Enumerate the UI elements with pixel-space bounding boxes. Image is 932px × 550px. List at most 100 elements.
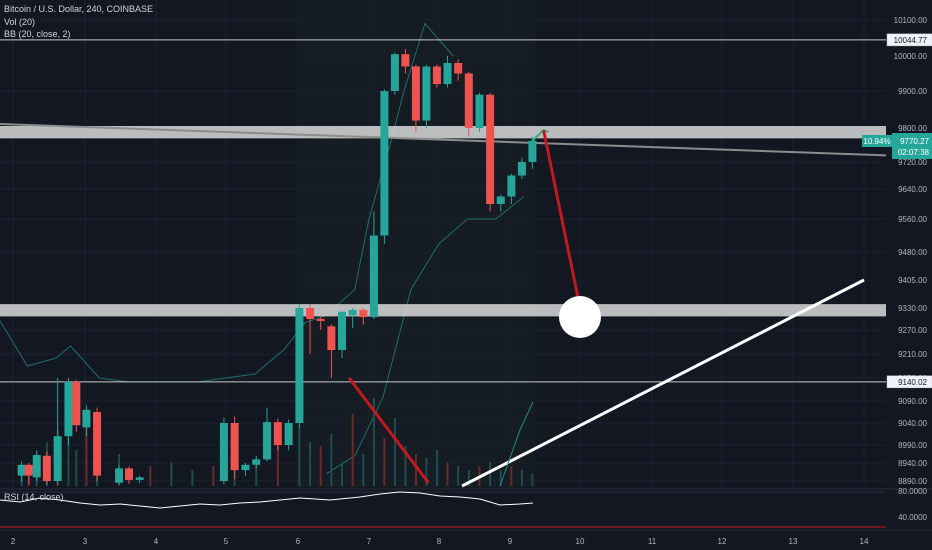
- support-resistance-zone: [0, 126, 886, 139]
- candle-body: [475, 94, 484, 128]
- price-tick-label: 9640.00: [898, 185, 927, 194]
- volume-bar: [351, 414, 354, 486]
- candle-body: [219, 423, 228, 481]
- price-tick-label: 9330.00: [898, 304, 927, 313]
- descending-trendline: [0, 123, 932, 158]
- volume-bar: [393, 418, 396, 486]
- volume-bar: [309, 442, 312, 486]
- candle-body: [125, 468, 134, 480]
- volume-bar: [149, 466, 152, 486]
- candle-body: [454, 63, 463, 74]
- volume-bar: [341, 462, 344, 486]
- price-tick-label: 9270.00: [898, 326, 927, 335]
- candle-body: [53, 436, 62, 481]
- x-tick-label: 9: [508, 537, 513, 546]
- volume-bar: [499, 470, 502, 486]
- candle-body: [316, 319, 325, 321]
- candle-body: [82, 409, 91, 428]
- candle-body: [390, 54, 399, 91]
- volume-bar: [67, 438, 70, 486]
- candle-body: [380, 91, 389, 236]
- candle-body: [507, 175, 516, 197]
- bollinger-band-line: [0, 22, 454, 383]
- price-tick-label: 9090.00: [898, 397, 927, 406]
- candle-body: [135, 477, 144, 480]
- symbol-title: Bitcoin / U.S. Dollar, 240, COINBASE: [4, 4, 154, 14]
- candle-body: [528, 140, 537, 162]
- rsi-indicator-label: RSI (14, close): [4, 492, 64, 502]
- volume-bar: [85, 422, 88, 486]
- volume-bar: [383, 438, 386, 486]
- x-tick-label: 3: [83, 537, 88, 546]
- candle-body: [348, 309, 357, 316]
- candle-body: [496, 196, 505, 204]
- pct-tag: 10.94%: [863, 137, 890, 146]
- price-tick-label: 8990.00: [898, 441, 927, 450]
- level-low-tag-bg: [886, 375, 932, 389]
- candle-body: [273, 422, 282, 445]
- volume-bar: [520, 470, 523, 486]
- candle-body: [306, 308, 315, 319]
- candle-body: [486, 94, 495, 204]
- volume-bar: [435, 450, 438, 486]
- x-tick-label: 6: [296, 537, 301, 546]
- candle-body: [338, 311, 347, 350]
- price-tick-label: 9480.00: [898, 248, 927, 257]
- candle-body: [432, 66, 441, 84]
- countdown-tag: 02:07:38: [898, 148, 930, 157]
- volume-bar: [457, 466, 460, 486]
- price-tick-label: 9040.00: [898, 419, 927, 428]
- candle-body: [115, 468, 124, 483]
- level-low-tag: 9140.02: [898, 378, 927, 387]
- candle-body: [230, 423, 239, 471]
- price-tick-label: 10000.00: [894, 52, 928, 61]
- rsi-top-label: 80.0000: [898, 487, 927, 496]
- candle-body: [93, 412, 102, 476]
- volume-bar: [170, 462, 173, 486]
- candle-body: [422, 66, 431, 121]
- volume-indicator-label: Vol (20): [4, 17, 36, 27]
- candle-body: [42, 455, 51, 481]
- candle-body: [17, 464, 26, 476]
- volume-bar: [362, 454, 365, 486]
- candle-body: [64, 381, 73, 437]
- candle-body: [263, 422, 272, 460]
- x-tick-label: 7: [367, 537, 372, 546]
- candle-body: [401, 54, 410, 67]
- x-tick-label: 11: [648, 537, 657, 546]
- volume-bar: [276, 438, 279, 486]
- volume-bar: [446, 462, 449, 486]
- price-tick-label: 9720.00: [898, 158, 927, 167]
- x-tick-label: 10: [576, 537, 585, 546]
- price-tick-label: 8940.00: [898, 459, 927, 468]
- volume-bar: [489, 462, 492, 486]
- bollinger-indicator-label: BB (20, close, 2): [4, 29, 71, 39]
- volume-bar: [298, 426, 301, 486]
- volume-bar: [212, 466, 215, 486]
- indicator-line: [499, 401, 534, 487]
- volume-bar: [531, 474, 534, 486]
- price-tag: 9770.27: [900, 137, 929, 146]
- price-tick-label: 8890.00: [898, 477, 927, 486]
- volume-bar: [414, 454, 417, 486]
- volume-bar: [319, 446, 322, 486]
- price-axis-bg: [886, 0, 932, 550]
- volume-bar: [372, 398, 375, 486]
- volume-bar: [467, 470, 470, 486]
- candle-body: [241, 464, 250, 471]
- x-tick-label: 8: [437, 537, 442, 546]
- candle-body: [252, 459, 261, 465]
- candle-body: [72, 381, 81, 426]
- price-tag-bg: [892, 133, 932, 159]
- price-tick-label: 9800.00: [898, 124, 927, 133]
- candle-body: [359, 309, 368, 318]
- x-tick-label: 14: [860, 537, 869, 546]
- volume-bar: [404, 446, 407, 486]
- candle-body: [295, 308, 304, 423]
- volume-bar: [75, 450, 78, 486]
- volume-bar: [255, 458, 258, 486]
- candle-body: [443, 63, 452, 84]
- candle-body: [411, 66, 420, 121]
- volume-bar: [510, 466, 513, 486]
